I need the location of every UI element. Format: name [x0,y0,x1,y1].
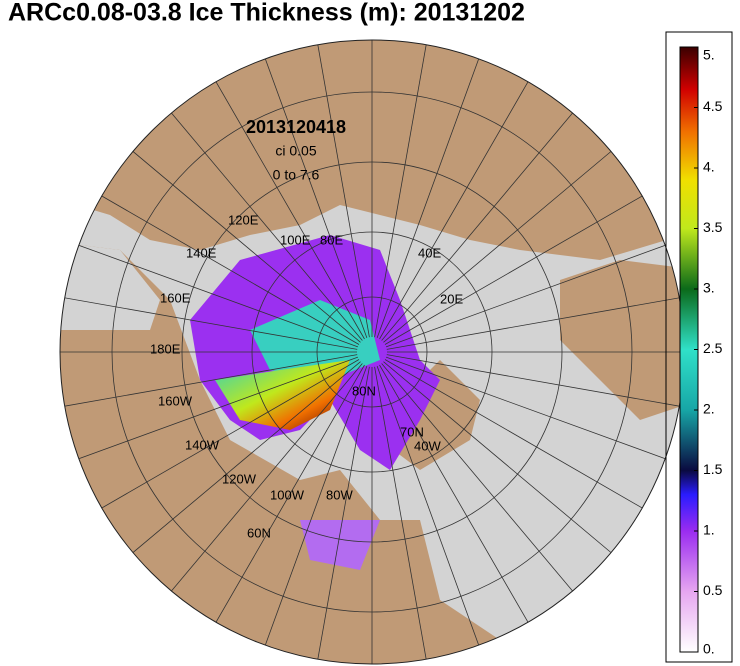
map-label: 140W [185,437,220,452]
meridian [258,365,368,663]
colorbar-tick-label: 1.5 [703,461,723,477]
colorbar-tick-label: 4. [703,159,715,175]
meridian [314,40,370,338]
map [60,40,684,664]
meridian [383,139,626,343]
map-label: 40E [418,245,441,260]
colorbar-tick-label: 0.5 [703,582,723,598]
range-label: 0 to 7.6 [273,167,320,183]
colorbar-ticks: 0. 0.5 1. 1.5 2. 2.5 3. 3.5 4. 4.5 5. [694,46,723,657]
colorbar-tick-label: 1. [703,522,715,538]
meridian [384,359,658,518]
meridian [206,364,365,638]
meridian [86,359,360,518]
meridian [118,361,361,565]
map-label: 80W [326,487,353,502]
meridian [386,294,684,350]
colorbar-tick-label: 2.5 [703,340,723,356]
ice-hudson [300,520,380,570]
meridian [118,139,361,343]
colorbar-tick-label: 0. [703,641,715,657]
meridian [374,40,430,338]
meridian [384,186,658,345]
map-label: 20E [440,291,463,306]
colorbar-tick-label: 5. [703,47,715,63]
meridian [386,354,684,410]
meridian [60,354,358,410]
colorbar-tick-label: 3.5 [703,219,723,235]
map-label: 180E [150,341,181,356]
map-label: 140E [186,245,217,260]
land-eurasia [60,40,684,260]
graticule [60,40,684,664]
meridian [61,238,359,348]
colorbar-tick-label: 4.5 [703,98,723,114]
parallel [181,161,563,543]
colorbar-tick-label: 2. [703,401,715,417]
ice-thick [215,360,350,430]
parallel [251,231,493,473]
meridian [383,361,626,565]
meridian [379,66,538,340]
map-label: 160W [158,393,193,408]
land-america [60,240,684,664]
meridian [159,363,363,606]
map-label: 80E [320,232,343,247]
meridian [381,98,585,341]
map-label: 100E [280,232,311,247]
title: ARCc0.08-03.8 Ice Thickness (m): 2013120… [8,0,525,27]
map-label: 100W [270,487,305,502]
ice-mid [250,300,380,380]
meridian [376,41,486,339]
meridian [379,364,538,638]
meridian [385,238,683,348]
colorbar-tick-label: 3. [703,280,715,296]
meridian [206,66,365,340]
colorbar-frame [665,31,733,663]
meridian [385,356,683,466]
interval-label: ci 0.05 [275,143,316,159]
meridian [86,186,360,345]
meridian [61,356,359,466]
meridian [376,365,486,663]
map-label: 160E [160,290,191,305]
meridian [258,41,368,339]
meridian [374,366,430,664]
meridian [314,366,370,664]
map-label: 120W [222,471,257,486]
parallel [316,296,428,408]
map-labels: 120E 140E 100E 80E 40E 20E 160E 180E 160W 140W 120… [150,212,463,540]
map-label: 60N [247,525,271,540]
map-label: 120E [228,212,259,227]
meridian [381,363,585,606]
meridian [60,294,358,350]
date-label: 2013120418 [246,117,346,137]
meridian [159,98,363,341]
parallel [111,91,633,613]
map-label: 40W [414,438,441,453]
map-label: 70N [400,424,424,439]
map-label: 80N [352,383,376,398]
